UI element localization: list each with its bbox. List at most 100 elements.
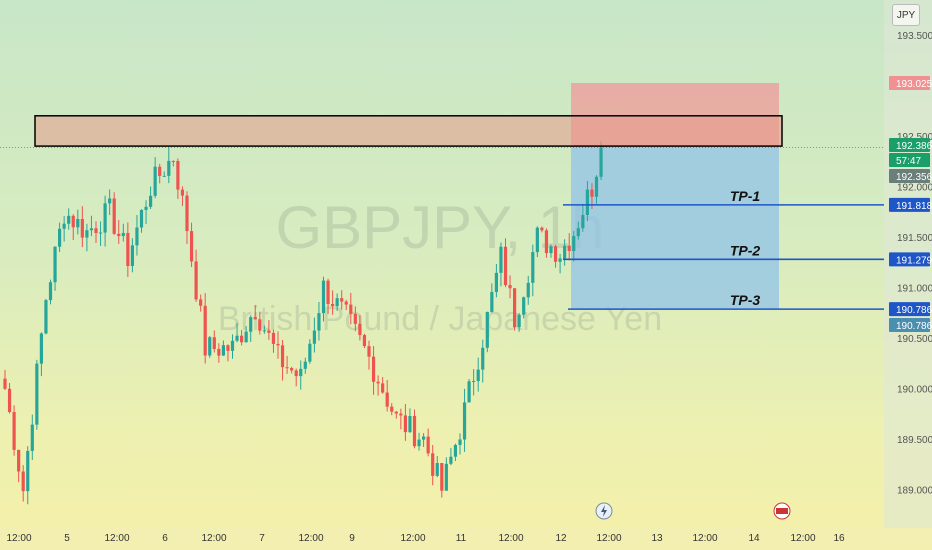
candle-body (367, 346, 371, 357)
candle-body (440, 463, 444, 491)
candle-body (344, 301, 348, 305)
candle-body (499, 246, 503, 273)
x-tick-label: 13 (651, 533, 663, 544)
candle-body (30, 424, 34, 451)
candle-body (271, 332, 276, 344)
candle-body (203, 305, 207, 356)
candle-body (158, 166, 162, 176)
candle-body (48, 282, 53, 301)
y-tick-label: 193.500 (897, 31, 932, 42)
candle-body (253, 317, 257, 320)
candle-body (144, 206, 148, 210)
candle-body (53, 246, 57, 283)
candle-body (226, 345, 230, 351)
candle-body (358, 323, 362, 336)
candle-body (67, 215, 71, 224)
candle-body (294, 370, 298, 377)
tp-label-2: TP-2 (730, 242, 761, 258)
candle-body (3, 378, 7, 389)
candle-body (12, 412, 16, 450)
y-tick-label: 190.000 (897, 385, 932, 396)
x-tick-label: 6 (162, 533, 168, 544)
candle-body (290, 368, 294, 371)
candle-body (590, 189, 594, 197)
currency-button[interactable]: JPY (892, 4, 920, 26)
candle-body (431, 453, 435, 476)
y-tick-label: 192.500 (897, 132, 932, 143)
candle-body (435, 463, 439, 476)
candle-body (126, 232, 130, 266)
y-tick-label: 190.500 (897, 334, 932, 345)
target-zone[interactable] (571, 147, 779, 310)
candle-body (444, 463, 448, 491)
candle-body (531, 252, 535, 283)
candle-body (112, 198, 116, 234)
event-icons[interactable] (595, 502, 791, 520)
candle-body (362, 335, 367, 347)
candle-body (98, 232, 103, 234)
x-tick-label: 12:00 (692, 533, 717, 544)
candle-body (299, 368, 303, 377)
candle-body (130, 245, 134, 266)
candle-body (563, 245, 567, 259)
time-axis[interactable]: 12:00 5 12:00 6 12:00 7 12:00 9 12:00 11 12:00 12 12… (0, 528, 932, 550)
candle-body (312, 330, 316, 344)
candle-body (422, 436, 426, 440)
candle-body (240, 335, 244, 343)
overlays[interactable]: TP-1 TP-2 TP-3 (0, 115, 884, 310)
countdown-badge: 57:47 (889, 153, 930, 167)
candle-body (558, 258, 562, 262)
x-tick-label: 12:00 (790, 533, 815, 544)
candle-body (276, 343, 280, 346)
candle-body (526, 282, 530, 298)
resistance-zone[interactable] (34, 115, 783, 147)
candle-body (594, 176, 599, 197)
x-tick-label: 9 (349, 533, 355, 544)
candle-body (331, 303, 335, 307)
candle-body (108, 198, 112, 204)
candle-body (249, 317, 253, 332)
candle-body (394, 411, 398, 414)
candle-body (517, 314, 521, 328)
candle-body (349, 304, 353, 314)
candle-body (458, 439, 462, 445)
candle-body (258, 319, 262, 331)
candle-body (376, 381, 380, 384)
flag-icon-stripe (776, 508, 788, 514)
lightning-glyph (601, 505, 607, 517)
x-tick-label: 12:00 (298, 533, 323, 544)
x-tick-label: 12:00 (201, 533, 226, 544)
x-tick-label: 16 (833, 533, 845, 544)
candle-body (135, 227, 139, 246)
flag-event-icon[interactable] (773, 502, 791, 520)
badge-bg (889, 318, 930, 332)
candle-body (89, 228, 94, 231)
candle-body (21, 471, 25, 492)
candle-body (513, 288, 517, 328)
badge-bg (889, 138, 930, 152)
badge-bg (889, 197, 930, 212)
candle-body (503, 246, 508, 286)
candle-body (326, 280, 330, 304)
candle-body (153, 166, 157, 196)
candle-body (230, 340, 235, 351)
candle-body (467, 381, 471, 403)
candle-body (208, 337, 212, 356)
candle-body (353, 313, 357, 324)
candle-body (244, 331, 248, 343)
last-price-badge: 192.386 (889, 138, 932, 152)
candle-body (94, 228, 98, 234)
candle-body (449, 456, 453, 464)
candle-body (194, 261, 198, 300)
tp-label-3: TP-3 (730, 292, 761, 308)
candle-body (472, 381, 476, 383)
candle-body (599, 147, 603, 177)
candle-body (572, 236, 576, 252)
lightning-icon[interactable] (595, 502, 613, 520)
badge-bg (889, 302, 930, 317)
candle-body (462, 402, 467, 440)
candle-body (485, 311, 489, 348)
candle-body (221, 345, 225, 356)
